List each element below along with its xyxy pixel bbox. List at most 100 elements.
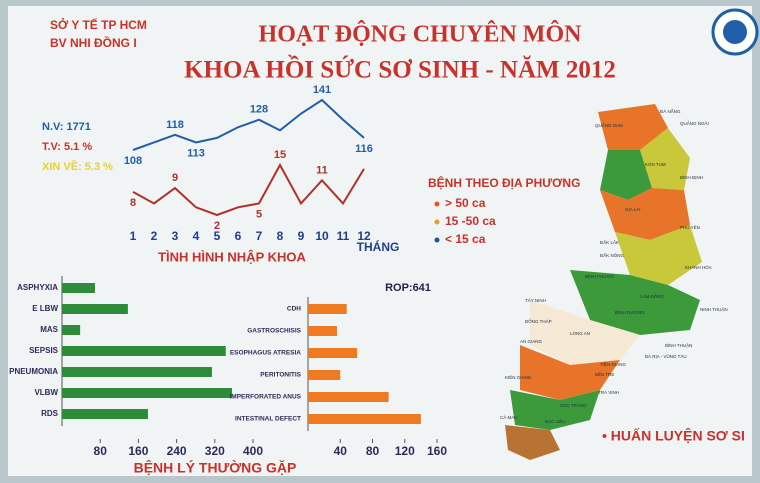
bar bbox=[62, 409, 148, 419]
x-tick-label: 1 bbox=[130, 229, 137, 243]
region bbox=[600, 188, 690, 240]
bar bbox=[62, 346, 226, 356]
bar bbox=[62, 304, 128, 314]
x-tick-label: 8 bbox=[277, 229, 284, 243]
x-axis-label: THÁNG bbox=[357, 239, 400, 254]
map-title: BỆNH THEO ĐỊA PHƯƠNG bbox=[428, 175, 580, 190]
x-tick-label: 3 bbox=[172, 229, 179, 243]
bar bbox=[308, 370, 341, 380]
province-label: BÀ RỊA - VŨNG TÀU bbox=[645, 353, 687, 359]
chart-title: TÌNH HÌNH NHẬP KHOA bbox=[158, 249, 306, 264]
x-tick-label: 9 bbox=[298, 229, 305, 243]
x-tick-label: 7 bbox=[256, 229, 263, 243]
bar bbox=[62, 367, 212, 377]
province-label: KHÁNH HÒA bbox=[685, 264, 712, 270]
legend-label: < 15 ca bbox=[445, 232, 486, 246]
bar bbox=[308, 414, 421, 424]
y-tick-label: PERITONITIS bbox=[260, 372, 301, 379]
province-label: ĐÀ NẴNG bbox=[660, 108, 681, 114]
province-label: BÌNH ĐỊNH bbox=[680, 174, 703, 180]
footer: • HUẤN LUYỆN SƠ SI bbox=[602, 427, 745, 444]
province-label: LÂM ĐỒNG bbox=[640, 293, 665, 299]
bar bbox=[62, 325, 81, 335]
region bbox=[615, 225, 702, 285]
y-tick-label: INTESTINAL DEFECT bbox=[235, 416, 301, 423]
x-tick-label: 11 bbox=[337, 229, 350, 243]
data-label: 113 bbox=[187, 147, 205, 159]
data-label: 8 bbox=[130, 197, 136, 209]
y-tick-label: SEPSIS bbox=[29, 346, 59, 355]
x-tick-label: 80 bbox=[366, 444, 380, 458]
x-tick-label: 160 bbox=[128, 444, 148, 458]
province-label: BÌNH PHƯỚC bbox=[585, 273, 615, 279]
region bbox=[520, 345, 620, 400]
region bbox=[598, 104, 668, 150]
province-label: QUẢNG NGÃI bbox=[680, 120, 709, 126]
data-label: 116 bbox=[355, 143, 373, 155]
province-label: KON TUM bbox=[645, 162, 666, 167]
x-tick-label: 40 bbox=[334, 444, 348, 458]
x-tick-label: 5 bbox=[214, 229, 221, 243]
region bbox=[600, 150, 652, 200]
data-label: 15 bbox=[274, 149, 286, 161]
x-tick-label: 10 bbox=[315, 229, 329, 243]
line bbox=[132, 98, 365, 151]
stat: T.V: 5.1 % bbox=[42, 141, 92, 153]
x-tick-label: 320 bbox=[205, 444, 225, 458]
region bbox=[530, 300, 640, 365]
title: HOẠT ĐỘNG CHUYÊN MÔN bbox=[259, 21, 583, 48]
data-label: 9 bbox=[172, 172, 178, 184]
x-tick-label: 80 bbox=[94, 444, 108, 458]
x-tick-label: 6 bbox=[235, 229, 242, 243]
data-label: 128 bbox=[250, 104, 268, 116]
province-label: QUẢNG NAM bbox=[595, 122, 623, 128]
x-tick-label: 120 bbox=[395, 444, 415, 458]
y-tick-label: GASTROSCHISIS bbox=[247, 328, 301, 335]
y-tick-label: VLBW bbox=[34, 388, 58, 397]
data-label: 141 bbox=[313, 84, 331, 96]
province-label: SÓC TRĂNG bbox=[560, 402, 587, 408]
province-label: LONG AN bbox=[570, 331, 590, 336]
stat: XIN VỀ: 5.3 % bbox=[42, 160, 113, 173]
subtitle: KHOA HỒI SỨC SƠ SINH - NĂM 2012 bbox=[184, 55, 616, 84]
x-tick-label: 160 bbox=[427, 444, 447, 458]
data-label: 5 bbox=[256, 208, 262, 220]
y-tick-label: PNEUMONIA bbox=[9, 367, 58, 376]
region bbox=[570, 270, 700, 335]
map-shape bbox=[505, 104, 702, 460]
stat: N.V: 1771 bbox=[42, 121, 91, 133]
province-label: ĐỒNG THÁP bbox=[525, 318, 552, 324]
y-tick-label: MAS bbox=[40, 325, 58, 334]
y-tick-label: ASPHYXIA bbox=[17, 283, 58, 292]
org: SỞ Y TẾ TP HCM bbox=[50, 17, 147, 32]
province-label: TÂY NINH bbox=[525, 297, 546, 303]
x-tick-label: 12 bbox=[357, 229, 371, 243]
province-label: KIÊN GIANG bbox=[505, 373, 532, 380]
x-tick-label: 2 bbox=[151, 229, 158, 243]
region bbox=[640, 128, 690, 190]
province-label: BẠC LIÊU bbox=[545, 417, 566, 424]
province-label: CÀ MAU bbox=[500, 414, 518, 420]
region bbox=[505, 425, 560, 460]
legend-dot bbox=[434, 219, 440, 225]
province-label: TRÀ VINH bbox=[598, 389, 619, 395]
province-label: TIỀN GIANG bbox=[600, 361, 627, 367]
y-tick-label: IMPERFORATED ANUS bbox=[230, 394, 302, 401]
x-tick-label: 4 bbox=[193, 229, 200, 243]
province-label: BẾN TRE bbox=[595, 371, 614, 377]
bar bbox=[308, 392, 389, 402]
logo-core bbox=[723, 20, 747, 44]
bar bbox=[62, 283, 95, 293]
data-label: 118 bbox=[166, 119, 184, 131]
y-tick-label: RDS bbox=[41, 409, 59, 418]
legend-dot bbox=[434, 201, 440, 207]
province-label: NINH THUẬN bbox=[700, 306, 728, 312]
bar bbox=[308, 326, 338, 336]
data-label: 2 bbox=[214, 220, 220, 232]
line bbox=[132, 162, 365, 217]
y-tick-label: E LBW bbox=[32, 304, 58, 313]
data-label: 11 bbox=[316, 164, 328, 176]
y-tick-label: CDH bbox=[287, 306, 301, 313]
